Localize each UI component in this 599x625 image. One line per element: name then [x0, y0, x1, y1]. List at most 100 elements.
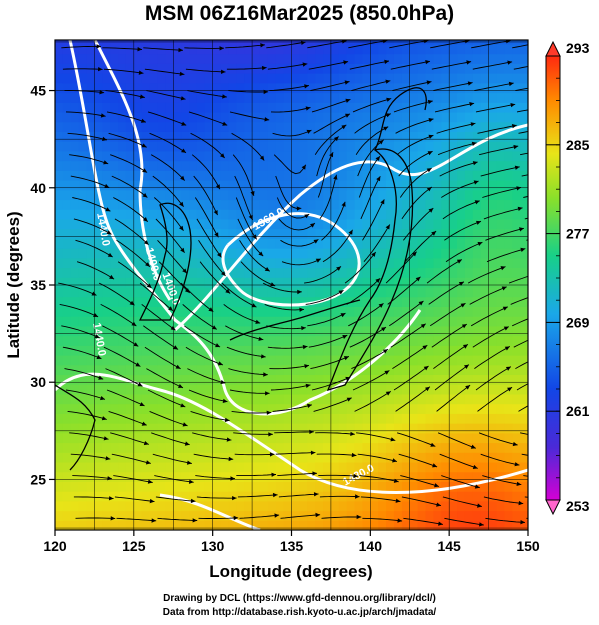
field-cell: [512, 286, 521, 298]
field-cell: [78, 218, 88, 230]
field-cell: [181, 286, 190, 298]
field-cell: [110, 384, 119, 395]
field-cell: [78, 316, 88, 327]
field-cell: [102, 82, 111, 94]
field-cell: [417, 209, 427, 220]
y-tick-label: 30: [30, 374, 46, 390]
field-cell: [165, 286, 174, 298]
streamline-arrowhead: [353, 473, 358, 479]
grid-lines: [54, 40, 529, 530]
field-cell: [78, 160, 88, 171]
field-cell: [512, 43, 521, 55]
field-cell: [338, 73, 348, 84]
field-cell: [480, 102, 490, 113]
field-cell: [370, 160, 379, 171]
field-cell: [220, 491, 230, 502]
field-cell: [283, 510, 293, 521]
field-cell: [338, 384, 348, 395]
field-cell: [212, 82, 222, 94]
field-cell: [196, 267, 206, 278]
field-cell: [520, 345, 528, 356]
field-cell: [236, 111, 245, 123]
field-cell: [78, 500, 88, 512]
field-cell: [189, 325, 198, 337]
field-cell: [393, 510, 403, 521]
field-cell: [220, 286, 230, 298]
field-cell: [401, 209, 411, 220]
field-cell: [189, 141, 198, 152]
field-cell: [94, 238, 103, 249]
field-cell: [189, 384, 198, 395]
field-cell: [401, 40, 411, 45]
field-cell: [401, 384, 411, 395]
streamline-arrowhead: [106, 230, 112, 235]
streamline-arrowhead: [96, 44, 101, 49]
field-cell: [338, 423, 348, 434]
field-cell: [275, 189, 285, 201]
streamline: [143, 325, 179, 350]
field-cell: [457, 461, 466, 473]
field-cell: [86, 335, 96, 346]
field-cell: [464, 286, 474, 298]
field-cell: [425, 374, 434, 385]
streamline: [274, 431, 314, 434]
field-cell: [94, 316, 103, 327]
field-cell: [86, 393, 96, 405]
field-cell: [55, 286, 64, 298]
field-cell: [228, 238, 237, 249]
field-cell: [472, 141, 482, 152]
streamline-arrowhead: [375, 278, 381, 283]
field-cell: [330, 335, 340, 346]
field-cell: [55, 500, 64, 512]
field-cell: [228, 510, 237, 521]
field-cell: [70, 316, 80, 327]
streamline-arrowhead: [431, 231, 437, 236]
field-cell: [378, 510, 387, 521]
streamline-arrowhead: [248, 214, 253, 220]
field-cell: [110, 423, 119, 434]
streamline: [313, 113, 351, 134]
field-cell: [488, 510, 498, 521]
field-cell: [409, 413, 419, 424]
field-cell: [252, 40, 261, 45]
field-cell: [409, 345, 419, 356]
field-cell: [433, 393, 442, 405]
field-cell: [512, 199, 521, 210]
field-cell: [401, 442, 411, 453]
field-cell: [457, 73, 466, 84]
field-cell: [323, 189, 332, 201]
field-cell: [244, 102, 253, 113]
field-cell: [55, 150, 64, 162]
x-tick-label: 130: [201, 538, 225, 554]
field-cell: [70, 189, 80, 201]
field-cell: [173, 452, 182, 463]
field-cell: [480, 131, 490, 142]
field-cell: [472, 257, 482, 269]
field-cell: [393, 345, 403, 356]
field-cell: [55, 92, 64, 103]
field-cell: [307, 520, 316, 530]
field-cell: [157, 40, 166, 45]
field-cell: [433, 403, 442, 414]
geopotential-contour: [68, 40, 422, 416]
field-cell: [86, 189, 96, 201]
field-cell: [488, 481, 498, 492]
field-cell: [504, 481, 513, 492]
field-cell: [220, 345, 230, 356]
field-cell: [338, 43, 348, 55]
field-cell: [346, 121, 356, 132]
field-cell: [425, 325, 434, 337]
field-cell: [204, 384, 214, 395]
field-cell: [55, 102, 64, 113]
field-cell: [55, 452, 64, 463]
field-cell: [323, 432, 332, 444]
field-cell: [86, 403, 96, 414]
field-cell: [307, 345, 316, 356]
field-cell: [512, 500, 521, 512]
streamline-arrowhead: [271, 472, 276, 477]
field-cell: [346, 345, 356, 356]
field-cell: [496, 92, 505, 103]
streamline: [196, 496, 237, 499]
field-cell: [125, 481, 135, 492]
field-cell: [149, 432, 159, 444]
